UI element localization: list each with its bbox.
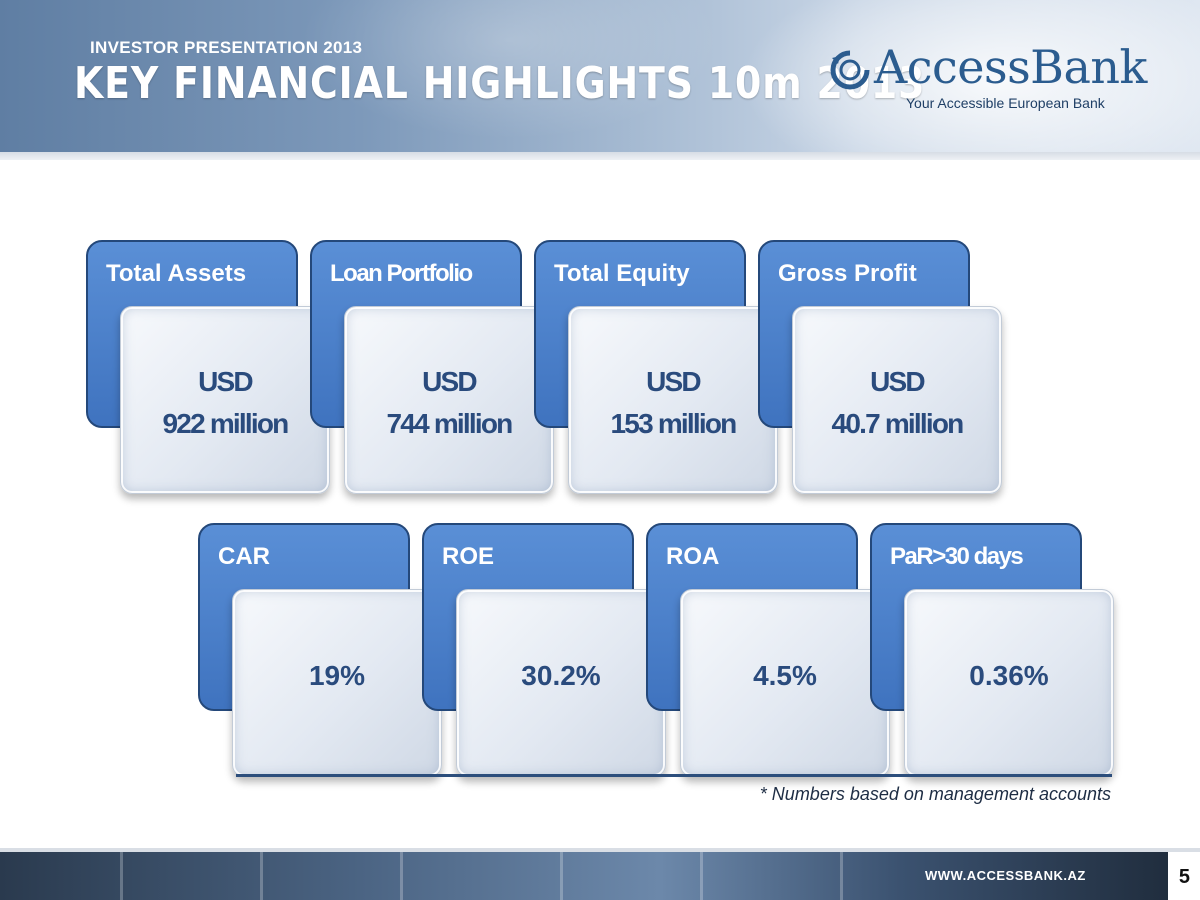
metric-label: Total Equity [554,260,690,287]
metric-label: ROA [666,543,720,570]
header-banner [0,0,1200,152]
page-number: 5 [1178,866,1190,888]
metric-label: Loan Portfolio [330,260,473,287]
metric-currency: USD [870,366,926,397]
metric-amount: 153 million [610,408,738,439]
metric-value-box: USD 922 million [120,306,330,494]
metric-value-box: USD 153 million [568,306,778,494]
metric-value: USD 922 million [121,361,329,445]
presentation-kicker: INVESTOR PRESENTATION 2013 [90,38,363,57]
footer-divider [0,848,1200,854]
metric-label: PaR>30 days [890,543,1024,570]
metric-value-box: USD 744 million [344,306,554,494]
metric-value-box: 30.2% [456,589,666,777]
brand-name: AccessBank [874,40,1147,94]
metric-card-total-equity: Total Equity USD 153 million [534,240,778,494]
metric-value: 4.5% [753,660,817,691]
metric-amount: 40.7 million [831,408,965,439]
metric-amount: 744 million [386,408,514,439]
metric-value-box: 0.36% [904,589,1114,777]
building-stripe [700,852,703,900]
metric-value: USD 40.7 million [793,361,1001,445]
metric-card-total-assets: Total Assets USD 922 million [86,240,330,494]
metric-label: Total Assets [106,260,247,287]
metric-card-roa: ROA 4.5% [646,523,890,777]
building-stripe [120,852,123,900]
brand-tagline: Your Accessible European Bank [906,95,1105,111]
metric-value: USD 744 million [345,361,553,445]
metric-value: 19% [308,660,366,691]
accessbank-swirl-icon [830,50,870,90]
metric-value-box: USD 40.7 million [792,306,1002,494]
slide-title: KEY FINANCIAL HIGHLIGHTS 10m 2013 [74,58,926,109]
metric-card-loan-portfolio: Loan Portfolio USD 744 million [310,240,554,494]
building-stripe [560,852,563,900]
metric-currency: USD [198,366,254,397]
building-stripe [840,852,843,900]
metric-label: ROE [442,543,495,570]
metric-card-par30: PaR>30 days 0.36% [870,523,1114,777]
metric-currency: USD [422,366,478,397]
building-stripe [400,852,403,900]
header-divider [0,152,1200,160]
building-stripe [260,852,263,900]
website-link[interactable]: WWW.ACCESSBANK.AZ [925,868,1086,883]
metric-currency: USD [646,366,702,397]
metric-value-box: 19% [232,589,442,777]
page-number-box: 5 [1168,852,1200,900]
sky-highlight [740,0,1200,152]
metric-label: CAR [218,543,270,570]
metric-card-car: CAR 19% [198,523,442,777]
metric-amount: 922 million [162,408,290,439]
footer-banner: WWW.ACCESSBANK.AZ 5 [0,852,1200,900]
accessbank-logo: AccessBank Your Accessible European Bank [826,40,1166,120]
metric-value-box: 4.5% [680,589,890,777]
metric-label: Gross Profit [778,260,917,287]
metric-card-roe: ROE 30.2% [422,523,666,777]
metric-value: 0.36% [969,660,1049,691]
metric-value: USD 153 million [569,361,777,445]
baseline-rule [236,774,1112,777]
metric-value: 30.2% [521,660,601,691]
footnote: * Numbers based on management accounts [759,784,1111,804]
metric-card-gross-profit: Gross Profit USD 40.7 million [758,240,1002,494]
